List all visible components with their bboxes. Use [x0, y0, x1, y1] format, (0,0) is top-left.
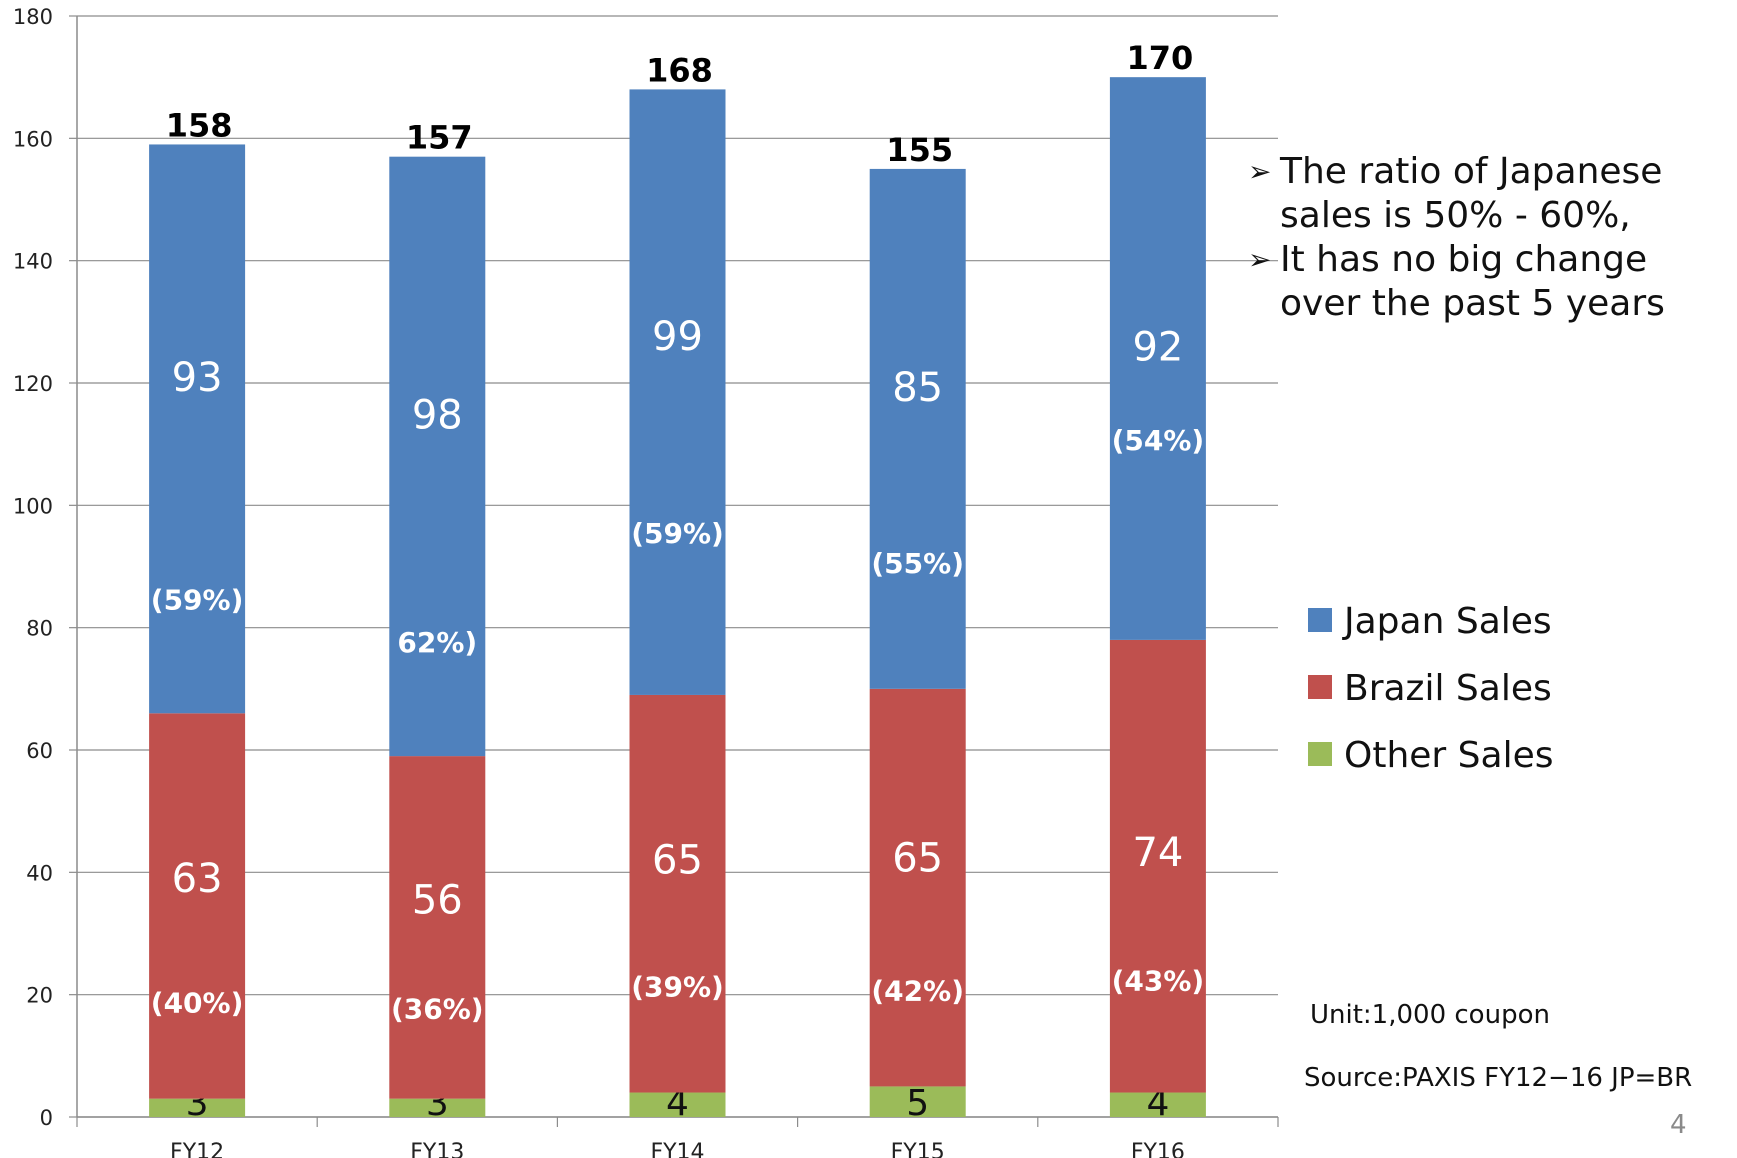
legend-label-other: Other Sales: [1344, 735, 1554, 776]
total-label: 170: [1127, 39, 1194, 77]
y-tick-label: 180: [13, 5, 53, 29]
source-label: Source:PAXIS FY12−16 JP=BR: [1304, 1063, 1693, 1093]
legend-label-brazil: Brazil Sales: [1344, 668, 1552, 709]
x-tick-label: FY16: [1131, 1140, 1185, 1158]
value-label-japan: 92: [1132, 325, 1183, 371]
percent-label-brazil: (36%): [391, 993, 484, 1026]
page-number: 4: [1670, 1110, 1687, 1140]
total-label: 157: [406, 119, 473, 157]
value-label-japan: 85: [892, 365, 943, 411]
value-label-japan: 99: [652, 314, 703, 360]
bar-brazil: [149, 713, 246, 1099]
x-tick-label: FY15: [891, 1140, 945, 1158]
y-tick-label: 140: [13, 250, 53, 274]
percent-label-brazil: (39%): [631, 971, 724, 1004]
bar-japan: [629, 89, 726, 695]
total-label: 158: [166, 106, 233, 144]
bar-brazil: [629, 694, 726, 1093]
y-tick-label: 160: [13, 127, 53, 151]
y-tick-label: 40: [26, 861, 53, 885]
percent-label-brazil: (42%): [871, 974, 964, 1007]
legend-swatch-brazil: [1308, 675, 1332, 699]
legend-item-other: Other Sales: [1308, 734, 1553, 778]
bar-brazil: [389, 756, 486, 1099]
bar-japan: [869, 168, 966, 689]
value-label-brazil: 74: [1132, 830, 1183, 876]
total-label: 168: [646, 51, 713, 89]
bar-brazil: [869, 688, 966, 1087]
note-1-line-1: The ratio of Japanese: [1280, 151, 1663, 192]
value-label-brazil: 63: [172, 856, 223, 902]
x-tick-label: FY12: [170, 1140, 224, 1158]
value-label-brazil: 65: [892, 836, 943, 882]
y-tick-label: 80: [26, 617, 53, 641]
y-tick-label: 100: [13, 494, 53, 518]
x-tick-label: FY14: [650, 1140, 704, 1158]
bar-other: [1109, 1092, 1206, 1117]
y-tick-label: 0: [40, 1106, 53, 1130]
value-label-other: 5: [906, 1083, 929, 1124]
percent-label-japan: (59%): [631, 517, 724, 550]
bar-japan: [149, 144, 246, 714]
value-label-other: 4: [1146, 1083, 1169, 1124]
stacked-bar-chart: 020406080100120140160180363(40%)93(59%)1…: [13, 5, 1279, 1158]
arrow-bullet-icon: ➢: [1248, 243, 1272, 276]
legend-swatch-japan: [1308, 608, 1332, 632]
total-label: 155: [886, 131, 953, 169]
value-label-other: 4: [666, 1083, 689, 1124]
bar-japan: [389, 156, 486, 757]
note-item-2: ➢ It has no big change over the past 5 y…: [1248, 238, 1720, 326]
percent-label-brazil: (43%): [1112, 965, 1205, 998]
value-label-brazil: 65: [652, 838, 703, 884]
bar-other: [149, 1098, 246, 1117]
percent-label-japan: (59%): [151, 583, 244, 616]
note-block: ➢ The ratio of Japanese sales is 50% - 6…: [1248, 150, 1720, 326]
y-tick-label: 120: [13, 372, 53, 396]
legend-label-japan: Japan Sales: [1344, 601, 1552, 642]
note-2-line-2: over the past 5 years: [1280, 283, 1665, 324]
bar-other: [869, 1086, 966, 1117]
legend-item-japan: Japan Sales: [1308, 600, 1552, 644]
unit-label: Unit:1,000 coupon: [1310, 1000, 1550, 1030]
value-label-brazil: 56: [412, 877, 463, 923]
note-item-1: ➢ The ratio of Japanese sales is 50% - 6…: [1248, 150, 1720, 238]
bar-other: [389, 1098, 486, 1117]
percent-label-japan: (54%): [1112, 424, 1205, 457]
note-1-line-2: sales is 50% - 60%,: [1280, 195, 1631, 236]
value-label-japan: 93: [172, 355, 223, 401]
bar-brazil: [1109, 639, 1206, 1093]
bar-other: [629, 1092, 726, 1117]
legend-swatch-other: [1308, 742, 1332, 766]
y-tick-label: 60: [26, 739, 53, 763]
percent-label-japan: 62%): [397, 626, 477, 659]
percent-label-japan: (55%): [871, 547, 964, 580]
legend-item-brazil: Brazil Sales: [1308, 667, 1552, 711]
value-label-japan: 98: [412, 392, 463, 438]
arrow-bullet-icon: ➢: [1248, 155, 1272, 188]
y-tick-label: 20: [26, 984, 53, 1008]
note-2-line-1: It has no big change: [1280, 239, 1648, 280]
x-tick-label: FY13: [410, 1140, 464, 1158]
bar-japan: [1109, 77, 1206, 640]
percent-label-brazil: (40%): [151, 987, 244, 1020]
